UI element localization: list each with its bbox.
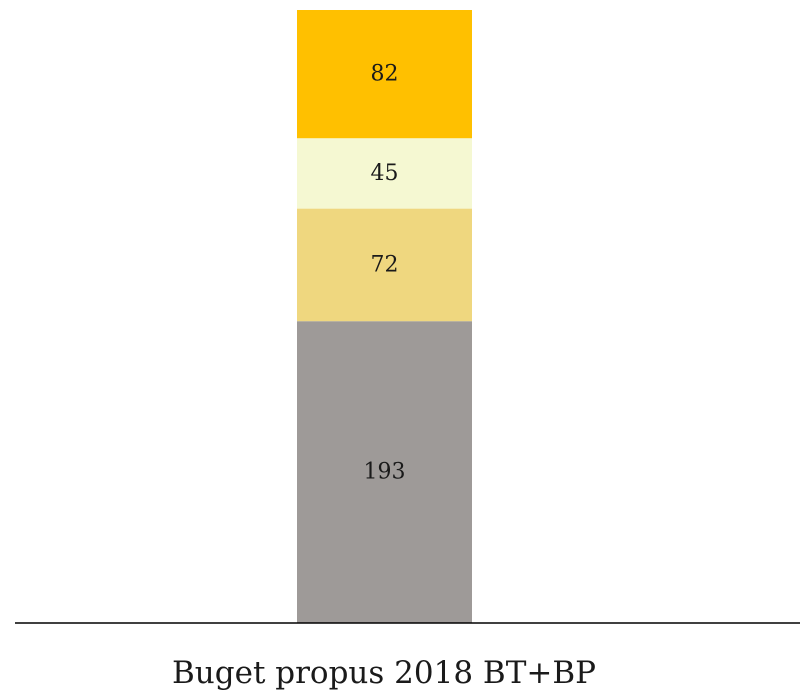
category-label: Buget propus 2018 BT+BP xyxy=(172,655,596,691)
bar-segment-4 xyxy=(297,10,472,139)
bar-segment-2 xyxy=(297,208,472,322)
bar-segment-3 xyxy=(297,138,472,209)
bar-segment-1 xyxy=(297,321,472,623)
data-labels: 193 72 45 82 xyxy=(364,62,406,485)
data-label-3: 45 xyxy=(371,161,399,186)
data-label-2: 72 xyxy=(371,252,399,277)
bar-segments xyxy=(297,10,472,623)
data-label-4: 82 xyxy=(371,62,399,87)
data-label-1: 193 xyxy=(364,460,406,485)
